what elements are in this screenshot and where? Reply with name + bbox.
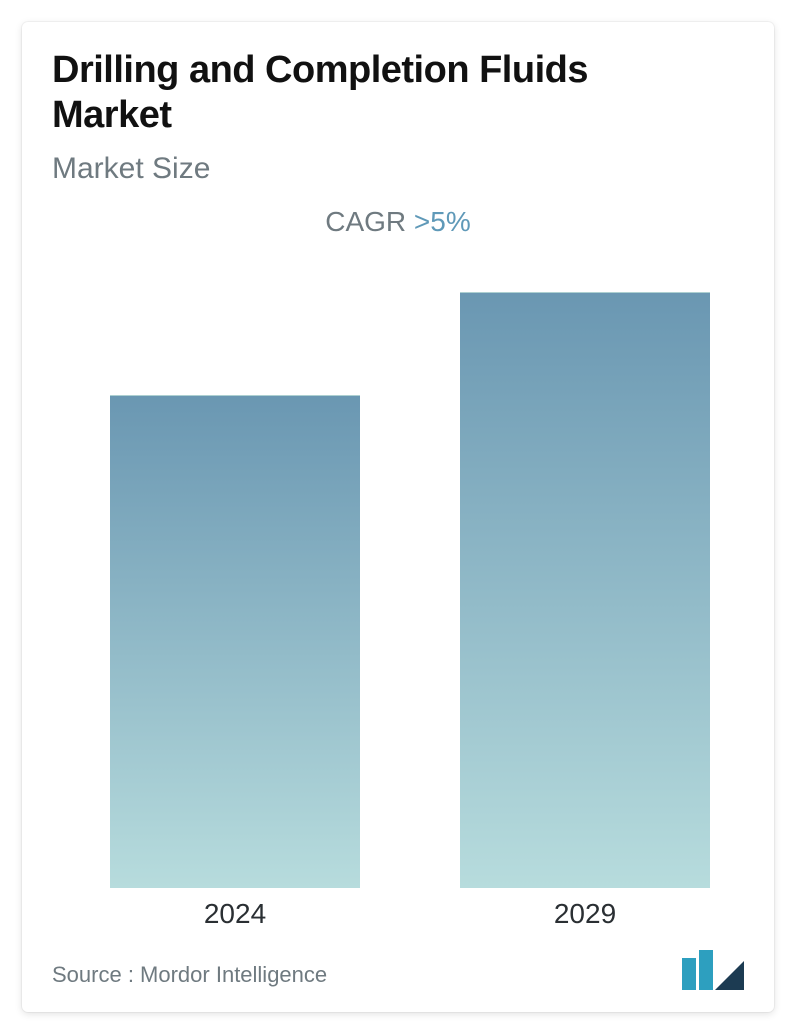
chart-card: Drilling and Completion Fluids Market Ma…	[22, 22, 774, 1012]
cagr-label: CAGR	[325, 206, 414, 237]
mordor-logo-icon	[682, 950, 744, 990]
bar-2029	[460, 292, 710, 887]
cagr-value: >5%	[414, 206, 471, 237]
cagr-row: CAGR >5%	[52, 206, 744, 238]
chart-title: Drilling and Completion Fluids Market	[52, 48, 652, 138]
x-label-2029: 2029	[554, 898, 616, 930]
x-label-2024: 2024	[204, 898, 266, 930]
x-axis-labels: 2024 2029	[52, 888, 744, 938]
bar-2024	[110, 395, 360, 888]
chart-subtitle: Market Size	[52, 152, 744, 186]
source-attribution: Source : Mordor Intelligence	[52, 962, 327, 988]
bar-chart	[52, 248, 744, 888]
